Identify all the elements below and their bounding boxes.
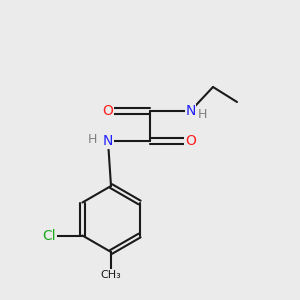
Text: O: O [103,104,113,118]
Text: H: H [88,133,97,146]
Text: O: O [185,134,196,148]
Text: N: N [103,134,113,148]
Text: Cl: Cl [43,229,56,242]
Text: N: N [185,104,196,118]
Text: H: H [198,107,207,121]
Text: CH₃: CH₃ [100,269,122,280]
